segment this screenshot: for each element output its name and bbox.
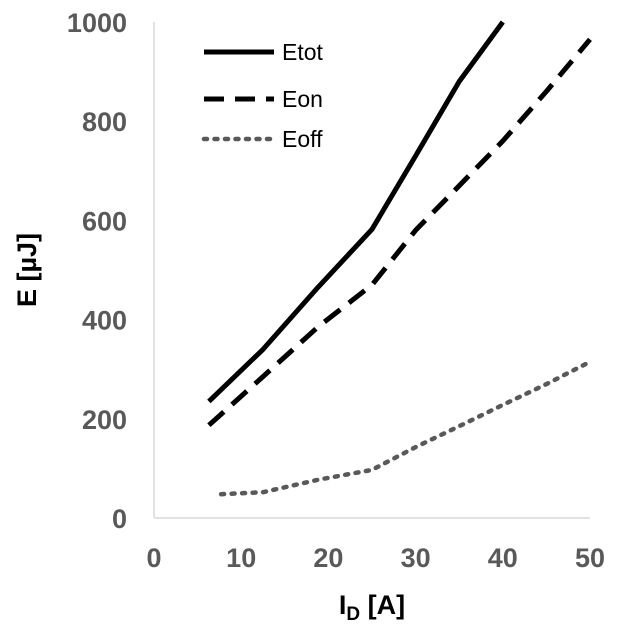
x-axis-label: ID [A] <box>339 590 405 625</box>
y-tick-label: 600 <box>82 206 127 236</box>
y-tick-label: 200 <box>82 405 127 435</box>
series-line-etot <box>209 22 503 401</box>
x-tick-label: 10 <box>226 543 256 573</box>
legend: Etot Eon Eoff <box>204 39 324 152</box>
x-tick-label: 30 <box>401 543 431 573</box>
x-tick-label: 40 <box>488 543 518 573</box>
y-tick-label: 1000 <box>67 8 127 38</box>
y-axis-label: E [µJ] <box>12 233 42 307</box>
x-axis-label-main: I <box>339 590 347 620</box>
y-tick-label: 400 <box>82 306 127 336</box>
y-tick-label: 800 <box>82 107 127 137</box>
x-tick-label: 50 <box>575 543 605 573</box>
x-tick-label: 20 <box>313 543 343 573</box>
legend-label-etot: Etot <box>282 39 324 65</box>
axes: 0 10 20 30 40 50 0 200 400 600 800 1000 <box>67 8 605 573</box>
x-axis-label-unit: [A] <box>360 590 405 620</box>
y-tick-label: 0 <box>112 504 127 534</box>
x-axis-label-subscript: D <box>346 604 360 625</box>
series-lines <box>209 22 590 494</box>
legend-label-eoff: Eoff <box>282 126 323 152</box>
legend-label-eon: Eon <box>282 86 323 112</box>
series-line-eoff <box>221 362 590 494</box>
x-tick-label: 0 <box>146 543 161 573</box>
